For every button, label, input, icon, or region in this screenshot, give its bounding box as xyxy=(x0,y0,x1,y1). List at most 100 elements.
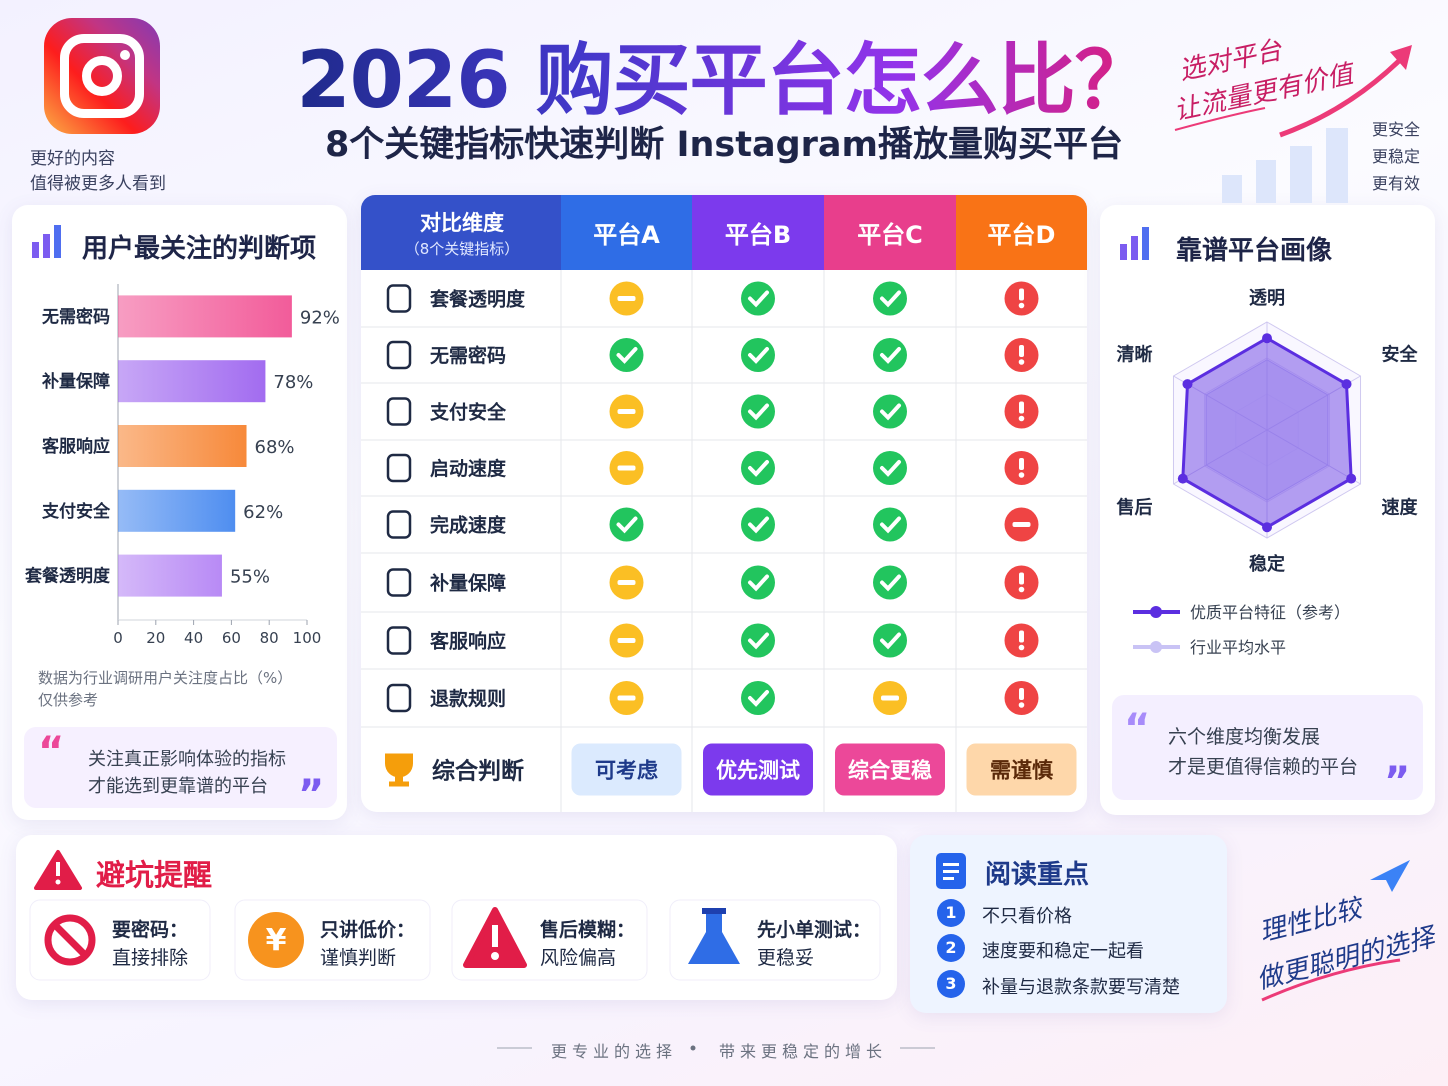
footer-text: 带来更稳定的增长 xyxy=(719,1042,888,1061)
chart-note: 数据为行业调研用户关注度占比（%） xyxy=(38,669,293,687)
status-icon xyxy=(609,507,644,542)
status-icon xyxy=(609,681,644,715)
radar-point xyxy=(1262,522,1272,533)
warning-desc: 更稳妥 xyxy=(757,947,815,969)
benefit: 更稳定 xyxy=(1372,147,1421,166)
x-tick-label: 20 xyxy=(146,629,165,647)
radar-point xyxy=(1262,333,1272,344)
row-icon xyxy=(386,626,412,655)
radar-point xyxy=(1182,379,1193,390)
warning-icon xyxy=(34,850,82,890)
status-glyph xyxy=(748,290,769,308)
status-circle xyxy=(741,681,775,715)
radar-axis-label: 透明 xyxy=(1249,288,1285,309)
warning-item: 先小单测试： xyxy=(757,919,872,941)
logo-caption: 值得被更多人看到 xyxy=(30,174,166,194)
logo-frame xyxy=(60,34,144,118)
status-icon xyxy=(873,394,907,429)
verdict-label: 综合判断 xyxy=(432,758,524,785)
status-icon xyxy=(873,338,907,372)
status-glyph xyxy=(880,347,901,364)
status-glyph xyxy=(1018,472,1025,478)
row-label: 补量保障 xyxy=(430,572,506,595)
panel-title: 靠谱平台画像 xyxy=(1176,236,1333,266)
panel-title: 用户最关注的判断项 xyxy=(82,234,317,264)
status-glyph xyxy=(1018,302,1025,309)
status-icon xyxy=(741,565,775,600)
category-label: 无需密码 xyxy=(41,306,110,327)
status-icon xyxy=(609,565,644,600)
quote-text: 关注真正影响体验的指标 xyxy=(88,749,286,770)
status-icon xyxy=(873,507,907,542)
status-icon xyxy=(873,681,907,715)
row-label: 支付安全 xyxy=(429,401,507,424)
status-glyph xyxy=(617,695,636,701)
trophy-icon xyxy=(385,753,413,787)
alert-icon xyxy=(463,907,527,968)
yen-icon: ¥ xyxy=(248,912,304,968)
status-icon xyxy=(609,623,644,658)
bar xyxy=(118,425,247,467)
bar xyxy=(118,295,292,338)
radar-axis-label: 清晰 xyxy=(1116,345,1152,366)
logo-dot xyxy=(120,50,130,60)
verdict-badge xyxy=(703,743,813,796)
status-glyph xyxy=(1018,702,1025,708)
table-header-cell xyxy=(824,195,956,270)
verdict-badge xyxy=(835,743,945,796)
status-circle xyxy=(609,338,644,372)
x-tick-label: 100 xyxy=(293,629,322,647)
radar-spoke xyxy=(1266,429,1361,485)
status-glyph xyxy=(880,290,901,308)
status-glyph xyxy=(1019,345,1024,357)
platform-name: 平台A xyxy=(593,221,660,249)
status-glyph xyxy=(880,632,901,650)
status-glyph xyxy=(616,516,638,534)
status-icon xyxy=(741,623,775,658)
warning-desc: 风险偏高 xyxy=(540,947,617,969)
status-icon xyxy=(609,281,644,316)
row-label: 退款规则 xyxy=(430,687,506,710)
chart-note: 仅供参考 xyxy=(38,691,99,709)
benefit: 更有效 xyxy=(1372,174,1421,193)
plane-icon xyxy=(1370,860,1410,892)
status-icon xyxy=(609,338,644,372)
table-panel xyxy=(361,195,1087,812)
quote-mark: ” xyxy=(298,772,324,818)
quote-box xyxy=(1112,695,1423,800)
page-title: 2026 购买平台怎么比？ xyxy=(0,18,1448,130)
status-circle xyxy=(741,451,775,485)
radar-spoke xyxy=(1173,429,1268,485)
status-icon xyxy=(1004,394,1039,429)
footer-dot xyxy=(690,1045,696,1051)
radar-axis-label: 稳定 xyxy=(1249,553,1285,575)
row-icon xyxy=(386,510,412,539)
table-header: 对比维度 xyxy=(420,211,504,235)
status-glyph xyxy=(748,403,769,421)
row-icon xyxy=(386,453,412,483)
row-label: 无需密码 xyxy=(430,344,506,367)
status-glyph xyxy=(1018,359,1025,365)
bar xyxy=(118,489,236,532)
status-glyph xyxy=(881,695,899,701)
quote-mark: “ xyxy=(1124,706,1150,752)
bar xyxy=(118,554,222,597)
legend-swatch xyxy=(1150,641,1162,653)
flask-icon xyxy=(688,908,740,964)
verdict-text: 综合更稳 xyxy=(848,759,932,783)
status-circle xyxy=(873,394,907,429)
status-glyph xyxy=(1019,401,1024,414)
status-icon xyxy=(741,681,775,715)
status-icon xyxy=(1004,281,1039,316)
table: 对比维度 （8个关键指标） 平台A 平台B 平台C 平台D 套餐透明度无需密码支付安全启动速… xyxy=(361,195,1087,812)
logo-lens xyxy=(82,56,122,96)
status-icon xyxy=(1004,507,1039,542)
status-glyph xyxy=(748,574,769,592)
reading-item: 速度要和稳定一起看 xyxy=(982,941,1144,962)
quote-box xyxy=(24,727,337,808)
logo xyxy=(44,18,160,134)
row-icon xyxy=(386,340,412,370)
status-glyph xyxy=(617,409,636,414)
status-glyph xyxy=(748,632,769,650)
